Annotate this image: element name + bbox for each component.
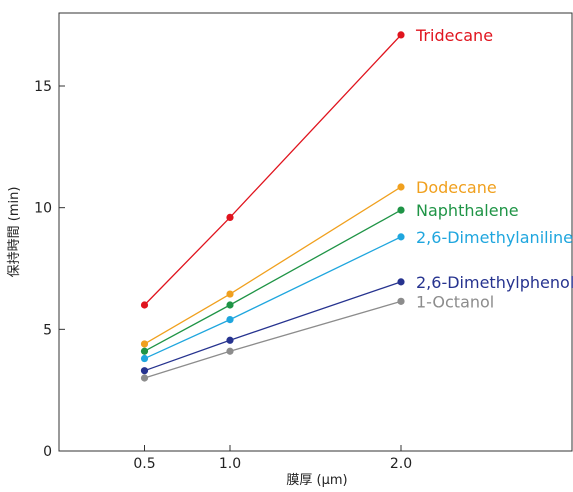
series-line [144,236,402,360]
series-tridecane: Tridecane [140,26,493,309]
x-tick-label: 0.5 [133,456,155,472]
data-point [397,297,405,305]
y-tick-label: 5 [43,322,52,338]
y-tick-label: 10 [34,201,52,217]
series-2-6-dimethylphenol: 2,6-Dimethylphenol [140,273,573,375]
series-2-6-dimethylaniline: 2,6-Dimethylaniline [140,228,573,363]
series-naphthalene: Naphthalene [140,201,519,355]
x-axis-label: 膜厚 (μm) [286,473,347,488]
data-point [397,206,405,214]
y-tick-label: 15 [34,79,52,95]
series-1-octanol: 1-Octanol [140,292,494,382]
data-point [226,316,234,324]
x-tick-label: 2.0 [390,456,412,472]
series-label: 1-Octanol [416,292,494,311]
series-label: 2,6-Dimethylphenol [416,273,573,292]
data-point [140,367,149,375]
series-label: Dodecane [416,178,497,197]
data-point [140,347,149,355]
series-line [144,300,402,379]
data-point [397,233,405,241]
series-label: 2,6-Dimethylaniline [416,228,573,247]
y-tick-label: 0 [43,444,52,460]
x-axis-ticks: 0.5 1.0 2.0 [133,445,412,472]
data-point [226,301,234,309]
data-point [226,336,234,344]
data-point [397,31,405,39]
data-point [397,278,405,286]
series-line [144,281,402,372]
data-point [140,354,149,363]
y-axis-ticks: 0 5 10 15 [34,79,65,460]
data-point [226,213,234,221]
series-line [144,34,402,306]
data-point [140,340,149,348]
series-layer: Tridecane Dodecane Naphthalene 2,6-Dimethyl… [140,26,573,382]
y-axis-label: 保持時間 (min) [7,187,22,278]
series-label: Naphthalene [416,201,519,220]
series-dodecane: Dodecane [140,178,497,348]
data-point [140,374,149,382]
x-tick-label: 1.0 [219,456,241,472]
plot-frame [58,12,573,452]
data-point [226,290,234,298]
series-line [144,209,402,352]
data-point [226,347,234,355]
data-point [397,183,405,191]
series-label: Tridecane [415,26,493,45]
data-point [140,301,149,309]
